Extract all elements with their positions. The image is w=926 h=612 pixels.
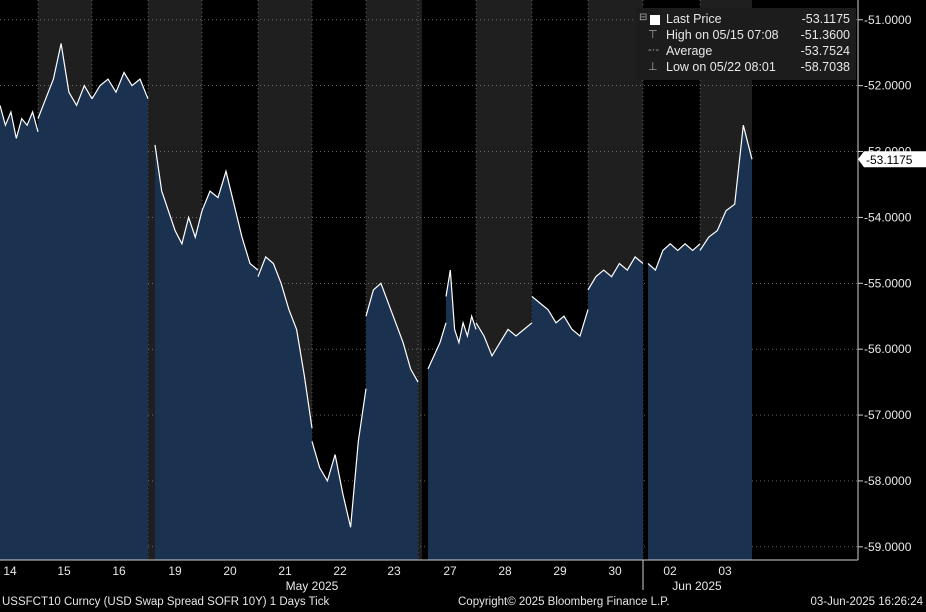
y-tick-label: -51.0000 <box>864 13 912 27</box>
average-line-icon: -·- <box>648 44 659 56</box>
x-tick-label: 27 <box>443 564 457 578</box>
y-tick-label: -54.0000 <box>864 210 912 224</box>
x-tick-label: 14 <box>3 564 17 578</box>
legend: ⊟ Last Price -53.1175 ⊤ High on 05/15 07… <box>636 8 856 80</box>
y-tick-label: -56.0000 <box>864 342 912 356</box>
timestamp-text: 03-Jun-2025 16:26:24 <box>810 596 923 608</box>
x-tick-label: 03 <box>718 564 732 578</box>
line-session-21 <box>257 255 313 429</box>
line-session-16 <box>91 71 149 100</box>
area-session-16 <box>92 72 148 560</box>
line-session-27 <box>445 270 477 345</box>
last-price-marker <box>858 151 926 168</box>
area-session-15 <box>38 43 92 560</box>
area-session-20 <box>202 171 258 561</box>
area-session-02 <box>648 243 700 561</box>
legend-item-last-price: ⊟ Last Price -53.1175 <box>639 12 850 26</box>
line-session-02 <box>647 242 701 272</box>
y-tick-label: -58.0000 <box>864 474 912 488</box>
square-icon <box>650 15 660 25</box>
area-session-19 <box>155 144 202 560</box>
line-session-26 <box>427 322 447 370</box>
legend-toggle-icon[interactable]: ⊟ <box>639 12 648 23</box>
future-region <box>752 0 858 560</box>
x-axis: 14 15 16 19 20 21 22 23 27 28 29 30 02 03 May 2025 Jun … <box>0 559 858 593</box>
y-tick-label: -57.0000 <box>864 408 912 422</box>
copyright-text: Copyright© 2025 Bloomberg Finance L.P. <box>458 596 670 608</box>
x-group-label: Jun 2025 <box>672 579 722 593</box>
x-tick-label: 30 <box>608 564 622 578</box>
legend-item-average: -·- Average -53.7524 <box>648 44 850 58</box>
line-session-28 <box>475 322 533 358</box>
area-session-26 <box>428 322 446 560</box>
line-session-14 <box>0 105 39 139</box>
line-session-22 <box>311 388 367 528</box>
x-group-label: May 2025 <box>286 579 339 593</box>
x-tick-label: 15 <box>57 564 71 578</box>
x-tick-label: 16 <box>112 564 126 578</box>
area-session-30 <box>588 256 643 560</box>
last-price-tag: -53.1175 <box>858 151 926 168</box>
y-tick-label: -55.0000 <box>864 276 912 290</box>
x-tick-label: 21 <box>278 564 292 578</box>
line-session-03 <box>699 125 753 251</box>
price-area <box>0 43 752 561</box>
price-line <box>0 43 753 528</box>
area-session-23 <box>366 283 418 560</box>
legend-item-high: ⊤ High on 05/15 07:08 -51.3600 <box>648 28 850 42</box>
last-price-value: -53.1175 <box>866 153 913 167</box>
area-session-14 <box>0 105 38 561</box>
area-session-28 <box>476 322 532 560</box>
x-tick-label: 22 <box>333 564 347 578</box>
y-tick-label: -59.0000 <box>864 540 912 554</box>
y-axis: -51.0000-52.0000-53.0000-54.0000-55.0000… <box>857 0 912 560</box>
legend-item-low: ⊥ Low on 05/22 08:01 -58.7038 <box>648 60 850 74</box>
line-session-19 <box>154 144 203 246</box>
x-tick-label: 20 <box>223 564 237 578</box>
high-marker-icon: ⊤ <box>648 29 658 41</box>
area-session-27 <box>446 270 476 560</box>
line-session-20 <box>201 169 259 271</box>
x-tick-label: 02 <box>663 564 677 578</box>
area-session-29 <box>532 296 588 560</box>
line-session-29 <box>531 296 589 338</box>
area-session-21 <box>258 256 312 560</box>
x-tick-label: 29 <box>553 564 567 578</box>
area-session-03 <box>700 125 752 560</box>
line-session-23 <box>365 282 419 383</box>
low-marker-icon: ⊥ <box>648 61 658 73</box>
security-description: USSFCT10 Curncy (USD Swap Spread SOFR 10… <box>2 596 330 608</box>
x-tick-label: 28 <box>498 564 512 578</box>
line-session-30 <box>587 255 644 291</box>
y-tick-label: -52.0000 <box>864 79 912 93</box>
x-tick-label: 19 <box>168 564 182 578</box>
x-tick-label: 23 <box>387 564 401 578</box>
line-session-15 <box>37 43 93 119</box>
